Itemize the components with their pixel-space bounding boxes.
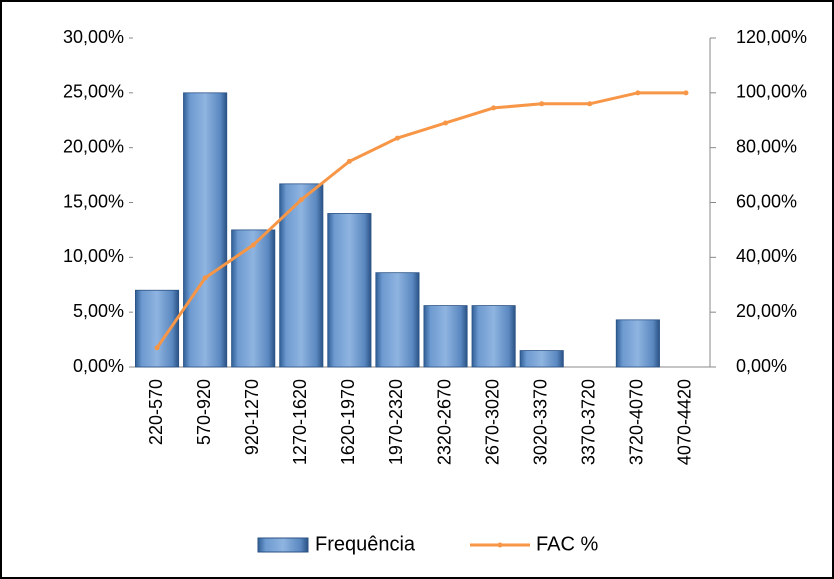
bar <box>231 229 276 368</box>
y2-tick-label: 100,00% <box>736 82 807 102</box>
bar <box>471 305 516 368</box>
x-tick-label: 2320-2670 <box>434 379 454 465</box>
y2-tick-label: 20,00% <box>736 301 797 321</box>
x-tick-label: 3370-3720 <box>579 379 599 465</box>
x-tick-label: 3020-3370 <box>530 379 550 465</box>
y-tick-label: 30,00% <box>63 27 124 47</box>
line-marker <box>250 242 256 248</box>
legend-swatch <box>257 537 309 553</box>
line-marker <box>394 135 400 141</box>
y-tick-label: 15,00% <box>63 191 124 211</box>
x-tick-label: 220-570 <box>146 379 166 445</box>
y-tick-label: 10,00% <box>63 246 124 266</box>
line-marker <box>346 158 352 164</box>
y-tick-label: 0,00% <box>73 356 124 376</box>
bar <box>519 350 564 368</box>
legend-marker <box>497 542 503 548</box>
y2-tick-label: 120,00% <box>736 27 807 47</box>
y-tick-label: 25,00% <box>63 82 124 102</box>
bar <box>423 305 468 368</box>
line-marker <box>491 105 497 111</box>
line-marker <box>635 90 641 96</box>
line-marker <box>587 101 593 107</box>
bar <box>327 213 372 368</box>
line-marker <box>683 90 689 96</box>
line-marker <box>539 101 545 107</box>
x-tick-label: 1270-1620 <box>290 379 310 465</box>
legend-label: Frequência <box>315 533 416 555</box>
y-tick-label: 5,00% <box>73 301 124 321</box>
bar <box>135 289 180 368</box>
line-marker <box>298 197 304 203</box>
y2-tick-label: 40,00% <box>736 246 797 266</box>
y-tick-label: 20,00% <box>63 136 124 156</box>
x-tick-label: 920-1270 <box>242 379 262 455</box>
line <box>155 91 686 349</box>
bar <box>375 272 420 368</box>
bar <box>279 183 324 368</box>
legend-label: FAC % <box>536 533 598 555</box>
line-marker <box>154 345 160 351</box>
x-tick-label: 1620-1970 <box>338 379 358 465</box>
x-tick-label: 3720-4070 <box>627 379 647 465</box>
y2-tick-label: 80,00% <box>736 136 797 156</box>
line-marker <box>443 120 449 126</box>
line-marker <box>202 275 208 281</box>
bar <box>183 92 228 368</box>
x-tick-label: 570-920 <box>194 379 214 445</box>
bar <box>615 319 660 368</box>
x-tick-label: 2670-3020 <box>482 379 502 465</box>
y2-tick-label: 60,00% <box>736 191 797 211</box>
x-tick-label: 1970-2320 <box>386 379 406 465</box>
y2-tick-label: 0,00% <box>736 356 787 376</box>
x-tick-label: 4070-4420 <box>675 379 695 465</box>
